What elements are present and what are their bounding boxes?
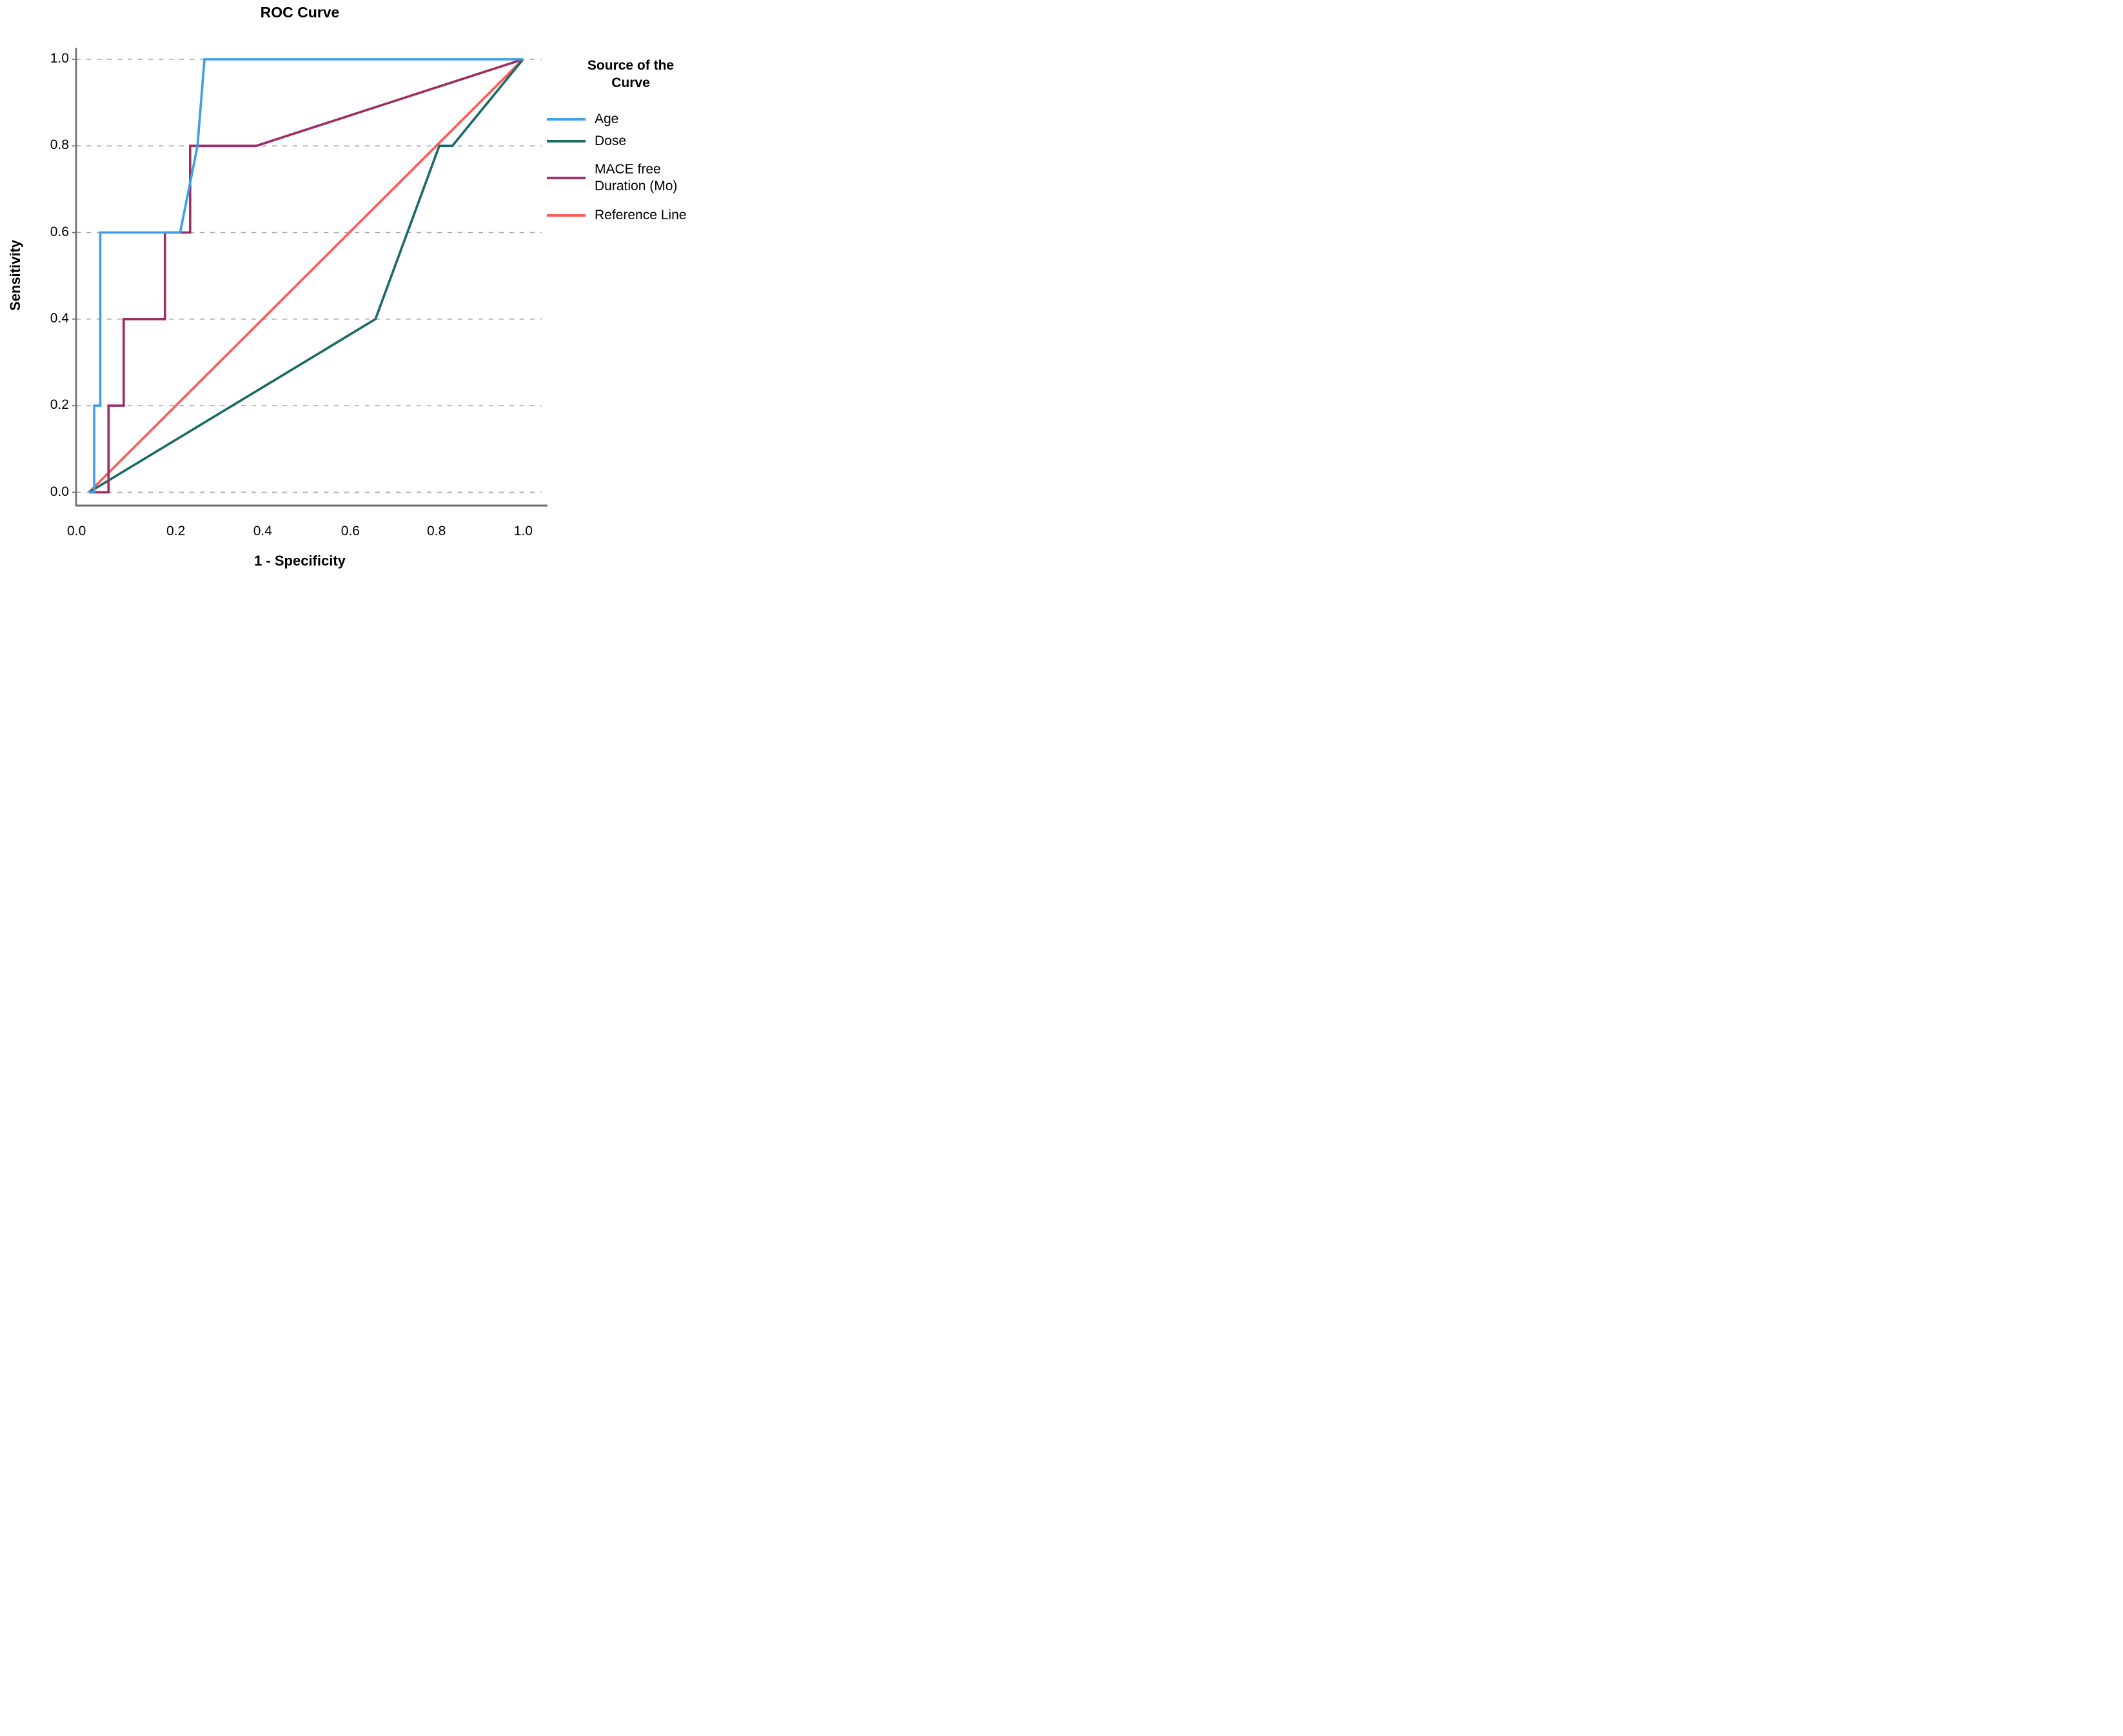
y-tick-label-0.6: 0.6 <box>50 224 69 239</box>
y-tick-label-1.0: 1.0 <box>50 51 69 66</box>
legend-label-dose: Dose <box>595 133 627 149</box>
legend-label-age: Age <box>595 111 619 126</box>
x-axis-label: 1 - Specificity <box>254 553 346 569</box>
y-tick-label-0.4: 0.4 <box>50 311 69 326</box>
legend-swatch-mace-free-duration-mo- <box>547 176 586 179</box>
curve-mace-free-duration-mo- <box>88 58 524 494</box>
legend-swatch-reference-line <box>547 214 586 217</box>
x-tick-label-0.8: 0.8 <box>427 524 446 538</box>
plot-area <box>72 47 548 507</box>
curve-age <box>88 58 524 494</box>
x-tick-label-1.0: 1.0 <box>513 524 533 538</box>
y-tick-label-0.8: 0.8 <box>50 137 69 153</box>
legend-title: Source of the Curve <box>587 58 675 90</box>
x-tick-label-0.4: 0.4 <box>253 524 272 538</box>
legend-swatch-age <box>547 117 586 121</box>
y-tick-label-0.2: 0.2 <box>50 397 69 413</box>
roc-curve-figure: ROC Curve Sensitivity 1 - Specificity 0.… <box>0 0 707 578</box>
legend-label-reference-line: Reference Line <box>595 208 687 222</box>
y-axis-label: Sensitivity <box>7 239 23 311</box>
legend-swatch-dose <box>547 140 586 143</box>
curve-reference-line <box>88 58 524 493</box>
x-tick-label-0.2: 0.2 <box>166 524 186 538</box>
chart-title: ROC Curve <box>260 4 340 21</box>
x-tick-label-0.6: 0.6 <box>341 524 360 538</box>
legend-label-mace-free-duration-mo-: MACE free Duration (Mo) <box>595 161 678 193</box>
x-tick-label-0.0: 0.0 <box>67 524 86 538</box>
curve-dose <box>88 58 524 493</box>
y-tick-label-0.0: 0.0 <box>50 484 69 499</box>
